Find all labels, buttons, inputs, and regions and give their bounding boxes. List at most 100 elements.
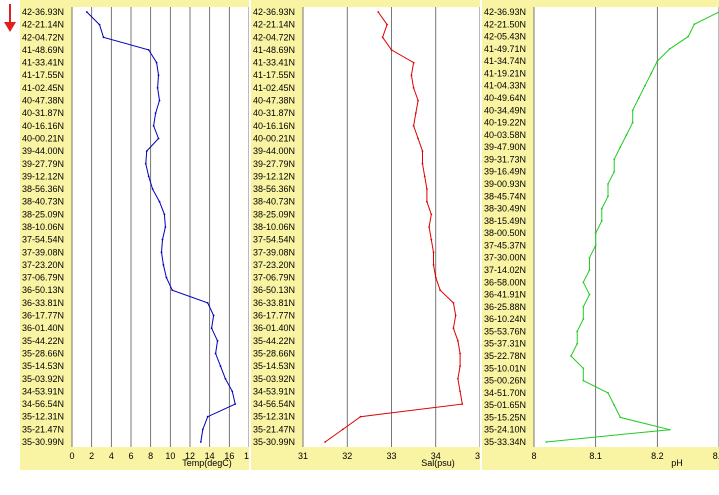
latitude-label: 41-17.55N	[22, 70, 64, 80]
data-point	[588, 293, 591, 296]
data-point	[151, 188, 154, 190]
data-point	[102, 36, 105, 39]
data-point	[231, 390, 234, 393]
data-point	[417, 137, 419, 140]
latitude-label: 39-47.90N	[484, 142, 526, 152]
latitude-label: 39-16.49N	[484, 167, 526, 177]
latitude-label: 39-00.93N	[484, 179, 526, 189]
data-point	[456, 377, 459, 380]
salinity-panel: 31 32 33 34 35 Sal(psu) 42-36.93N 42-21.14N 42-0…	[251, 0, 480, 470]
data-point	[199, 441, 202, 443]
data-point	[668, 428, 671, 431]
data-point	[410, 74, 413, 77]
x-tick-label: 18	[244, 451, 249, 461]
plot-area	[72, 7, 249, 447]
latitude-label: 41-02.45N	[22, 83, 64, 93]
latitude-label: 40-00.21N	[253, 133, 295, 143]
data-point	[619, 146, 622, 149]
data-point	[452, 301, 455, 304]
latitude-label: 42-04.72N	[22, 32, 64, 42]
data-point	[613, 404, 616, 407]
data-point	[631, 121, 634, 124]
data-point	[423, 175, 426, 178]
data-point	[570, 355, 572, 357]
x-tick-label: 6	[128, 451, 133, 461]
latitude-label: 35-21.47N	[253, 424, 295, 434]
latitude-label: 35-03.92N	[22, 374, 64, 384]
latitude-label: 36-25.88N	[484, 302, 526, 312]
data-point	[430, 213, 433, 216]
x-tick-label: 31	[298, 451, 308, 461]
data-point	[545, 441, 548, 443]
latitude-label: 35-37.31N	[484, 339, 526, 349]
latitude-label: 38-56.36N	[253, 184, 295, 194]
x-tick-label: 34	[431, 451, 441, 461]
chart-svg: 31 32 33 34 35 Sal(psu) 42-36.93N 42-21.14N 42-0…	[253, 7, 480, 468]
latitude-label: 38-40.73N	[22, 197, 64, 207]
data-point	[432, 251, 435, 254]
data-point	[219, 365, 222, 368]
latitude-label: 35-12.31N	[22, 412, 64, 422]
x-axis-label: Temp(degC)	[182, 458, 232, 468]
latitude-label: 35-28.66N	[22, 348, 64, 358]
latitude-label: 41-19.21N	[484, 68, 526, 78]
latitude-label: 42-21.50N	[484, 19, 526, 29]
latitude-label: 35-21.47N	[22, 424, 64, 434]
x-tick-label: 8.2	[651, 451, 664, 461]
x-tick-label: 33	[386, 451, 396, 461]
data-point	[212, 314, 215, 317]
latitude-label: 38-45.74N	[484, 191, 526, 201]
data-point	[637, 97, 640, 99]
data-point	[206, 301, 209, 304]
data-point	[459, 365, 461, 368]
latitude-label: 35-53.76N	[484, 326, 526, 336]
x-axis-label: Sal(psu)	[421, 458, 455, 468]
latitude-label: 40-16.16N	[253, 121, 295, 131]
latitude-label: 41-33.41N	[22, 58, 64, 68]
latitude-label: 42-36.93N	[253, 7, 295, 17]
latitude-label: 36-41.91N	[484, 290, 526, 300]
latitude-label: 36-10.24N	[484, 314, 526, 324]
data-point	[210, 327, 213, 330]
latitude-label: 34-56.54N	[22, 399, 64, 409]
latitude-label: 35-00.26N	[484, 376, 526, 386]
data-point	[324, 441, 327, 443]
data-point	[461, 403, 464, 405]
latitude-label: 38-15.49N	[484, 216, 526, 226]
data-point	[158, 200, 161, 203]
latitude-label: 40-49.64N	[484, 93, 526, 103]
latitude-label: 38-25.09N	[253, 209, 295, 219]
latitude-label: 34-53.91N	[253, 386, 295, 396]
data-point	[594, 232, 597, 235]
data-point	[206, 415, 209, 418]
x-tick-label: 0	[69, 451, 74, 461]
data-point	[430, 238, 433, 241]
down-arrow-icon	[4, 4, 16, 32]
latitude-label: 40-47.38N	[22, 96, 64, 106]
latitude-label: 42-04.72N	[253, 32, 295, 42]
data-point	[588, 256, 591, 259]
latitude-label: 41-48.69N	[22, 45, 64, 55]
data-point	[145, 150, 148, 153]
temperature-panel: 0 2 4 6 8 10 12 14 16 18 Temp(degC) 42-36.93N 42-21.…	[20, 0, 249, 470]
data-point	[390, 49, 393, 51]
data-point	[234, 403, 237, 405]
latitude-label: 39-44.00N	[253, 146, 295, 156]
latitude-label: 35-30.99N	[22, 437, 64, 447]
data-point	[582, 367, 585, 370]
latitude-label: 38-30.49N	[484, 204, 526, 214]
data-point	[434, 276, 437, 279]
latitude-label: 40-00.21N	[22, 133, 64, 143]
data-point	[454, 314, 457, 317]
data-point	[607, 195, 609, 198]
data-point	[157, 74, 160, 77]
data-point	[147, 49, 150, 51]
data-point	[412, 124, 415, 127]
data-point	[381, 36, 384, 39]
latitude-label: 35-12.31N	[253, 412, 295, 422]
latitude-label: 40-31.87N	[253, 108, 295, 118]
latitude-label: 40-47.38N	[253, 96, 295, 106]
latitude-label: 36-33.81N	[253, 298, 295, 308]
data-point	[619, 416, 622, 419]
data-point	[644, 84, 646, 87]
